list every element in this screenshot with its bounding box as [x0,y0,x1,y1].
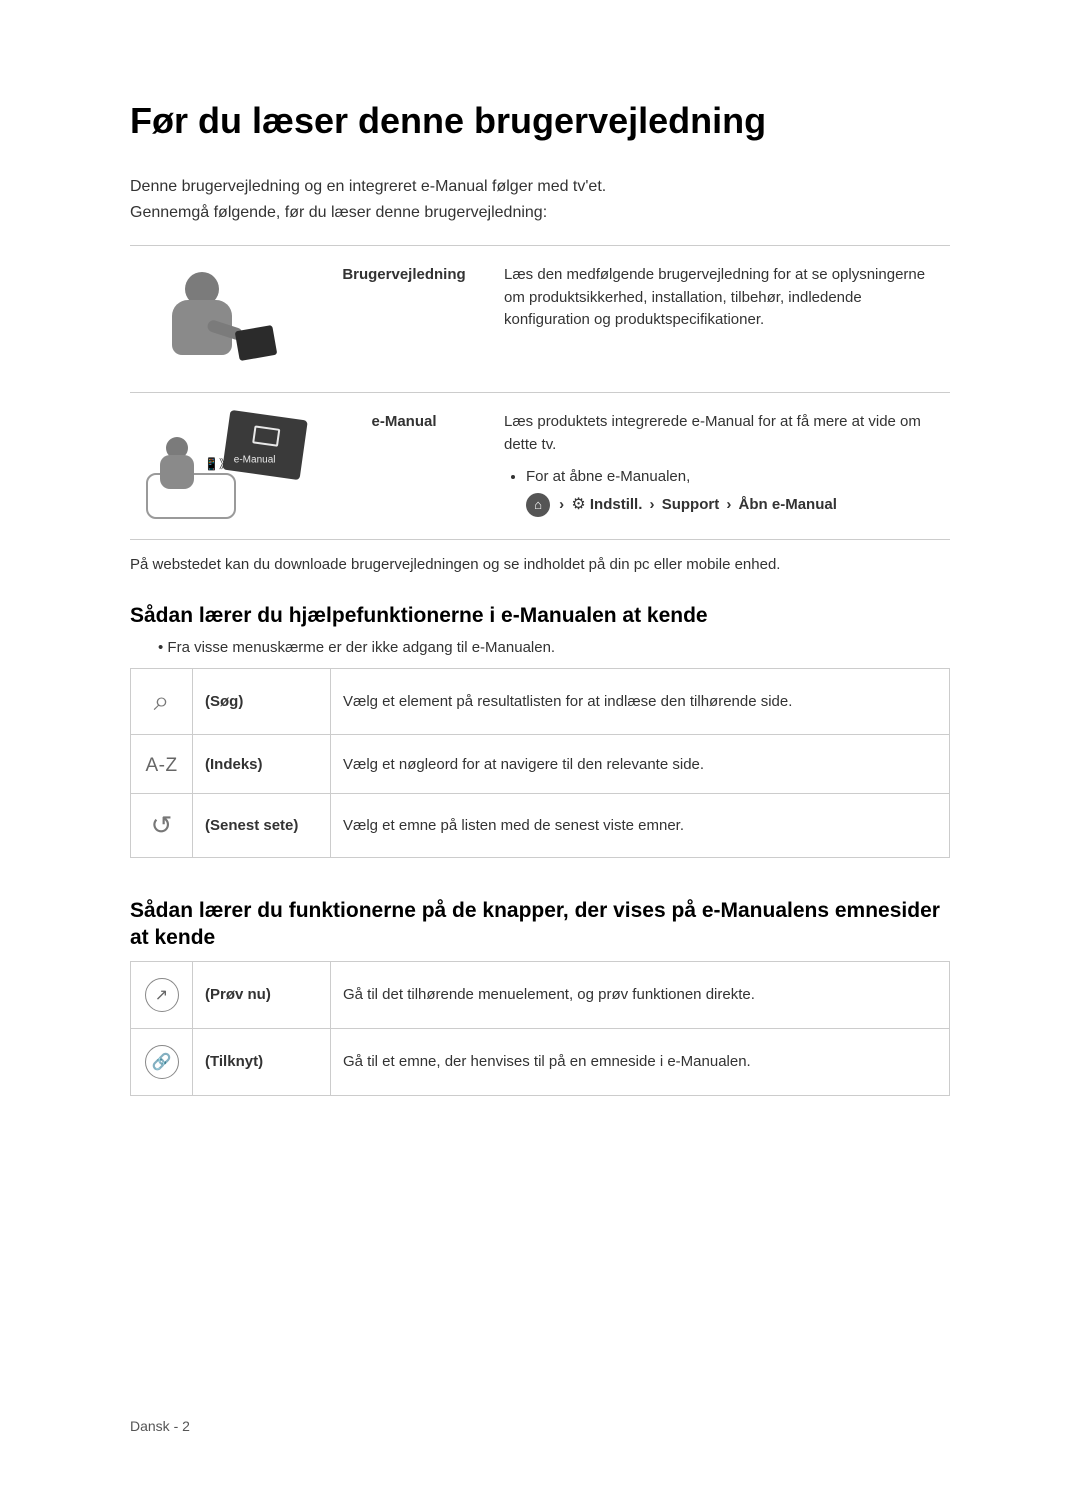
tv-label: e-Manual [234,453,276,468]
feat-name-index: (Indeks) [193,735,331,794]
home-icon: ⌂ [526,493,550,517]
path-seg-3: Åbn e-Manual [739,496,837,513]
guide-table: Brugervejledning Læs den medfølgende bru… [130,245,950,540]
intro-line-2: Gennemgå følgende, før du læser denne br… [130,200,950,226]
help-functions-table: ⌕ (Søg) Vælg et element på resultatliste… [130,668,950,858]
feat-row-search: ⌕ (Søg) Vælg et element på resultatliste… [131,669,950,735]
guide-desc-1: Læs den medfølgende brugervejledning for… [484,246,950,393]
feat-desc-index: Vælg et nøgleord for at navigere til den… [331,735,950,794]
website-note: På webstedet kan du downloade brugervejl… [130,556,950,573]
feat-desc-trynow: Gå til det tilhørende menuelement, og pr… [331,961,950,1028]
section3-heading: Sådan lærer du funktionerne på de knappe… [130,898,950,951]
feat-name-trynow: (Prøv nu) [193,961,331,1028]
feat-name-link: (Tilknyt) [193,1028,331,1095]
section2-heading: Sådan lærer du hjælpefunktionerne i e-Ma… [130,603,950,629]
intro-line-1: Denne brugervejledning og en integreret … [130,174,950,200]
guide-bullet: For at åbne e-Manualen, [526,466,938,489]
page-footer: Dansk - 2 [130,1418,190,1434]
feat-desc-recent: Vælg et emne på listen med de senest vis… [331,794,950,858]
remote-waves-icon: 📱》 [204,455,231,473]
path-arrow: › [650,496,655,513]
path-arrow: › [559,496,564,513]
feat-row-index: A-Z (Indeks) Vælg et nøgleord for at nav… [131,735,950,794]
guide-row-manual: Brugervejledning Læs den medfølgende bru… [130,246,950,393]
guide-desc-2: Læs produktets integrerede e-Manual for … [484,393,950,540]
feat-name-recent: (Senest sete) [193,794,331,858]
feat-row-link: 🔗 (Tilknyt) Gå til et emne, der henvises… [131,1028,950,1095]
path-seg-2: Support [662,496,720,513]
guide-row-emanual: e-Manual 📱》 e-Manual Læs produktets inte… [130,393,950,540]
illustration-cell-2: e-Manual 📱》 [130,393,324,540]
path-seg-1: Indstill. [590,496,643,513]
feat-row-recent: ↺ (Senest sete) Vælg et emne på listen m… [131,794,950,858]
guide-label-2: e-Manual [324,393,484,540]
search-icon: ⌕ [131,669,193,735]
nav-path: ⌂ › ⚙ Indstill. › Support › Åbn e-Manual [504,493,938,517]
page-title: Før du læser denne brugervejledning [130,100,950,142]
feat-row-trynow: ↗ (Prøv nu) Gå til det tilhørende menuel… [131,961,950,1028]
guide-desc-2-text: Læs produktets integrerede e-Manual for … [504,413,921,453]
button-functions-table: ↗ (Prøv nu) Gå til det tilhørende menuel… [130,961,950,1096]
person-reading-illustration [147,264,307,374]
feat-desc-link: Gå til et emne, der henvises til på en e… [331,1028,950,1095]
trynow-icon: ↗ [131,961,193,1028]
link-icon: 🔗 [131,1028,193,1095]
recent-icon: ↺ [131,794,193,858]
az-icon: A-Z [131,735,193,794]
section2-note: • Fra visse menuskærme er der ikke adgan… [130,639,950,656]
intro-block: Denne brugervejledning og en integreret … [130,174,950,225]
feat-name-search: (Søg) [193,669,331,735]
guide-label-1: Brugervejledning [324,246,484,393]
feat-desc-search: Vælg et element på resultatlisten for at… [331,669,950,735]
path-arrow: › [726,496,731,513]
person-tv-illustration: e-Manual 📱》 [142,411,312,521]
gear-icon: ⚙ [571,496,585,513]
illustration-cell-1 [130,246,324,393]
